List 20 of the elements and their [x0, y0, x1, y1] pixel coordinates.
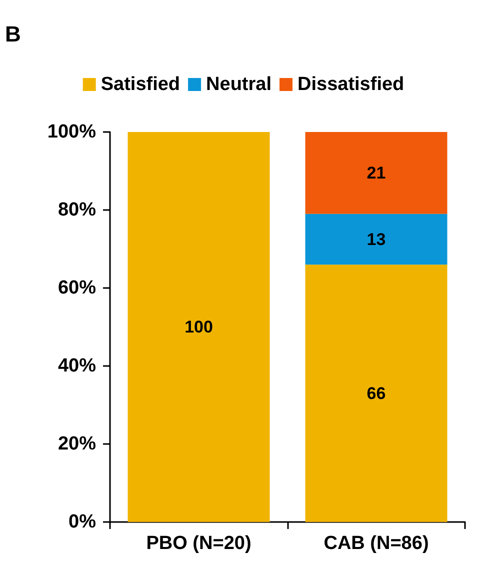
data-label: 100 [184, 318, 213, 336]
legend-label: Dissatisfied [298, 74, 404, 95]
bar [305, 214, 448, 265]
bar [128, 132, 270, 522]
data-label: 21 [366, 163, 386, 182]
bar [305, 264, 448, 522]
y-tick-label: 80% [58, 200, 96, 220]
legend-label: Neutral [206, 74, 272, 95]
y-tick-label: 100% [47, 122, 96, 142]
data-label: 13 [366, 230, 386, 249]
y-tick-label: 60% [58, 278, 96, 298]
y-tick-label: 20% [58, 434, 96, 454]
legend-label: Satisfied [100, 74, 180, 95]
chart-title: B [5, 22, 21, 46]
y-tick-label: 0% [68, 512, 96, 532]
y-tick-label: 40% [58, 356, 96, 376]
bar [305, 132, 448, 214]
x-tick-label: PBO (N=20) [146, 533, 252, 554]
x-tick-label: CAB (N=86) [324, 533, 429, 554]
data-label: 66 [366, 384, 386, 403]
